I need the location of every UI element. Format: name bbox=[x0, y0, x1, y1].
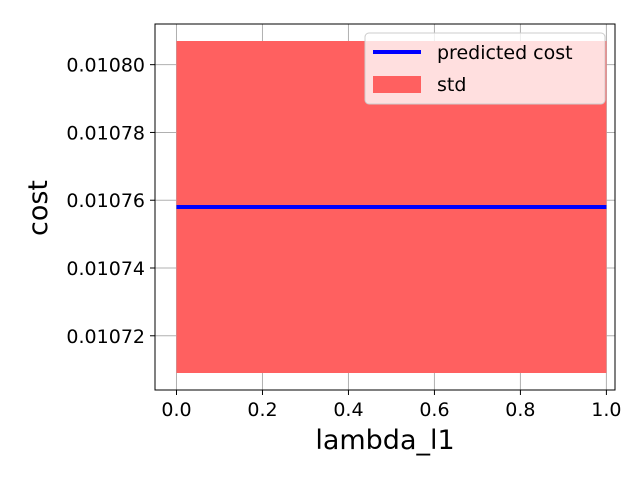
y-tick-label: 0.01074 bbox=[66, 258, 145, 280]
y-tick-label: 0.01076 bbox=[66, 190, 145, 212]
x-tick-label: 0.8 bbox=[505, 399, 535, 421]
y-tick-label: 0.01078 bbox=[66, 122, 145, 144]
legend-line-label: predicted cost bbox=[437, 42, 573, 64]
y-tick-label: 0.01072 bbox=[66, 326, 145, 348]
y-axis-label: cost bbox=[23, 180, 54, 236]
legend-box bbox=[364, 32, 606, 105]
x-tick-label: 0.4 bbox=[333, 399, 363, 421]
legend-band-label: std bbox=[437, 74, 466, 96]
x-tick-label: 0.0 bbox=[161, 399, 191, 421]
x-axis-ticks: 0.0 0.2 0.4 0.6 0.8 1.0 bbox=[161, 390, 622, 421]
legend-band-swatch bbox=[373, 76, 421, 93]
x-tick-label: 0.6 bbox=[419, 399, 449, 421]
y-tick-label: 0.01080 bbox=[66, 55, 145, 77]
x-tick-label: 0.2 bbox=[247, 399, 277, 421]
plot-area-frame bbox=[154, 23, 616, 391]
x-tick-label: 1.0 bbox=[591, 399, 621, 421]
legend: predicted cost std bbox=[364, 32, 606, 105]
x-axis-label: lambda_l1 bbox=[315, 425, 454, 456]
y-axis-ticks: 0.01072 0.01074 0.01076 0.01078 0.01080 bbox=[66, 55, 155, 348]
